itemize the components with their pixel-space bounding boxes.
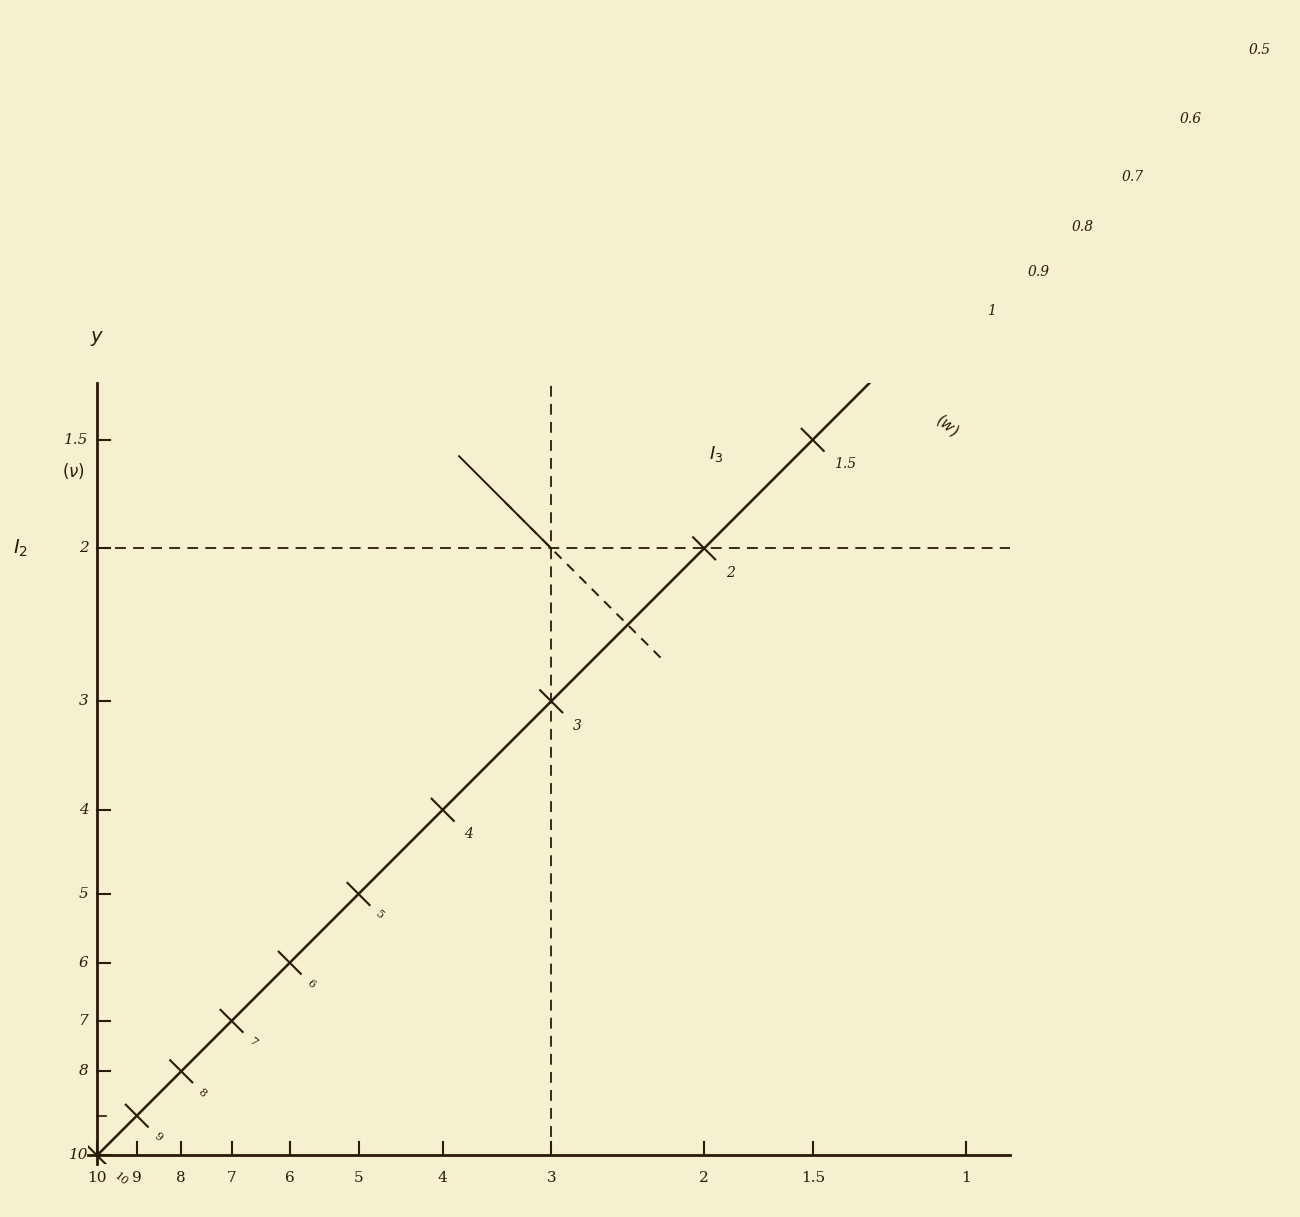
Text: 2: 2 (78, 542, 88, 555)
Text: 8: 8 (78, 1065, 88, 1078)
Text: 0.8: 0.8 (1071, 220, 1093, 234)
Text: 8: 8 (196, 1087, 208, 1099)
Text: 0.6: 0.6 (1180, 112, 1202, 125)
Text: 2: 2 (699, 1171, 709, 1185)
Text: 9: 9 (131, 1171, 142, 1185)
Text: 6: 6 (285, 1171, 295, 1185)
Text: 4: 4 (464, 828, 473, 841)
Text: $(w)$: $(w)$ (932, 410, 962, 441)
Text: 1.5: 1.5 (801, 1171, 824, 1185)
Text: 0.9: 0.9 (1027, 264, 1049, 279)
Text: 4: 4 (438, 1171, 447, 1185)
Text: 0.5: 0.5 (1249, 43, 1271, 57)
Text: 9: 9 (152, 1131, 164, 1143)
Text: 1: 1 (988, 304, 996, 319)
Text: 6: 6 (306, 978, 317, 991)
Text: $I_3$: $I_3$ (708, 444, 723, 464)
Text: $(\nu)$: $(\nu)$ (62, 461, 86, 482)
Text: 3: 3 (546, 1171, 556, 1185)
Text: 5: 5 (373, 909, 386, 921)
Text: 3: 3 (78, 694, 88, 708)
Text: 1.5: 1.5 (64, 433, 88, 447)
Text: 1.5: 1.5 (835, 458, 857, 471)
Text: 7: 7 (226, 1171, 237, 1185)
Text: 4: 4 (78, 803, 88, 817)
Text: 0.7: 0.7 (1122, 169, 1144, 184)
Text: $y$: $y$ (90, 329, 104, 348)
Text: 7: 7 (247, 1036, 259, 1048)
Text: 10: 10 (87, 1171, 107, 1185)
Text: $I_2$: $I_2$ (13, 538, 27, 559)
Text: 5: 5 (354, 1171, 363, 1185)
Text: 5: 5 (78, 887, 88, 901)
Text: 8: 8 (177, 1171, 186, 1185)
Text: 6: 6 (78, 955, 88, 970)
Text: 10: 10 (112, 1171, 130, 1188)
Text: 10: 10 (69, 1149, 88, 1162)
Text: 7: 7 (78, 1014, 88, 1028)
Text: 1: 1 (961, 1171, 971, 1185)
Text: 2: 2 (725, 566, 734, 579)
Text: 3: 3 (573, 719, 582, 733)
